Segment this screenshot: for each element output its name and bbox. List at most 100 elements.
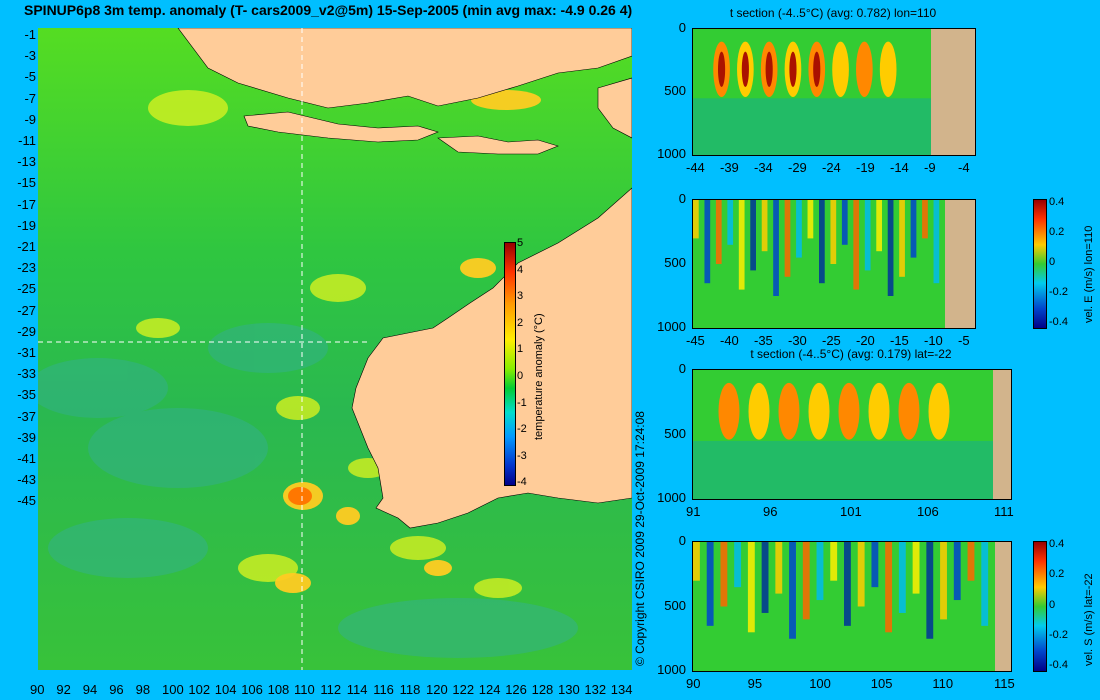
velocity-colorbar-tick: -0.4 [1049, 316, 1068, 328]
lon-tick-label: 114 [346, 682, 368, 697]
lon-tick-label: 108 [267, 682, 290, 697]
lat-tick-label: -5 [24, 69, 36, 85]
colorbar-label: temperature anomaly (°C) [533, 313, 545, 440]
map-canvas [38, 28, 632, 670]
lon-tick-label: 120 [426, 682, 448, 697]
section-plot-3[interactable] [692, 369, 1012, 500]
panel-x-tick: -14 [890, 160, 909, 175]
lon-tick-label: 134 [610, 682, 633, 697]
lat-tick-label: -45 [17, 493, 36, 509]
panel-x-tick: -29 [788, 160, 807, 175]
panel-x-tick: -4 [958, 160, 970, 175]
lon-tick-label: 118 [399, 682, 421, 697]
panel-depth-tick: 1000 [657, 319, 686, 334]
panel-x-tick: 105 [870, 676, 893, 691]
lon-tick-label: 106 [241, 682, 263, 697]
panel-x-tick: -9 [924, 160, 936, 175]
panel-x-tick: 106 [917, 504, 939, 519]
copyright-text: © Copyright CSIRO 2009 29-Oct-2009 17:24… [633, 411, 647, 666]
section-plot-canvas [693, 542, 1011, 671]
panel-x-tick: -5 [958, 333, 970, 348]
main-title: SPINUP6p8 3m temp. anomaly (T- cars2009_… [24, 2, 633, 18]
panel-x-tick: -30 [788, 333, 807, 348]
velocity-colorbar [1033, 199, 1047, 329]
colorbar-tick-label: 2 [517, 316, 524, 329]
panel-x-tick: -45 [686, 333, 705, 348]
panel-x-tick: 100 [809, 676, 831, 691]
velocity-colorbar-tick: 0.2 [1049, 226, 1065, 238]
velocity-colorbar-tick: -0.2 [1049, 628, 1068, 641]
panel-depth-tick: 0 [678, 20, 686, 35]
velocity-colorbar-tick: 0 [1049, 598, 1056, 611]
panel-x-tick: -20 [856, 333, 875, 348]
lon-tick-label: 110 [294, 682, 315, 697]
lon-tick-label: 94 [82, 682, 98, 697]
lon-tick-label: 122 [452, 682, 475, 697]
lat-tick-label: -37 [17, 408, 36, 424]
panel-x-tick: 115 [994, 676, 1015, 691]
panel-depth-tick: 1000 [657, 490, 686, 505]
lat-tick-label: -9 [24, 111, 36, 127]
colorbar-tick-label: 0 [517, 370, 524, 382]
colorbar-tick-label: 5 [517, 237, 524, 249]
section-plot-2[interactable] [692, 199, 976, 329]
lon-tick-label: 92 [56, 682, 71, 697]
colorbar-tick-label: -3 [517, 449, 527, 462]
panel-x-tick: 95 [747, 676, 763, 691]
lat-tick-label: -21 [17, 239, 36, 254]
colorbar-tick-label: 1 [517, 343, 524, 356]
lon-tick-label: 102 [188, 682, 211, 697]
velocity-colorbar-label: vel. S (m/s) lat=-22 [1083, 573, 1095, 666]
panel-x-tick: -24 [822, 160, 841, 175]
lat-tick-label: -41 [17, 451, 36, 466]
panel-depth-tick: 500 [664, 255, 686, 270]
temperature-anomaly-map[interactable] [38, 28, 632, 670]
panel-x-tick: -25 [822, 333, 841, 348]
section-plot-4[interactable] [692, 541, 1012, 672]
colorbar-tick-label: -2 [517, 423, 527, 436]
lon-tick-label: 126 [505, 682, 527, 697]
lon-tick-label: 100 [162, 682, 184, 697]
panel-x-tick: -10 [924, 333, 943, 348]
lat-tick-label: -35 [17, 387, 36, 403]
section-plot-1[interactable] [692, 28, 976, 156]
section-plot-canvas [693, 29, 975, 155]
panel-x-tick: 110 [932, 676, 954, 691]
panel-x-tick: -39 [720, 160, 739, 175]
lat-tick-label: -7 [24, 90, 36, 106]
lon-tick-label: 130 [558, 682, 580, 697]
lat-tick-label: -11 [18, 133, 36, 148]
velocity-colorbar-label: vel. E (m/s) lon=110 [1083, 225, 1095, 323]
lat-tick-label: -1 [24, 27, 36, 42]
panel-x-tick: -19 [856, 160, 875, 175]
colorbar-tick-label: 3 [517, 290, 524, 303]
panel-x-tick: 91 [686, 504, 701, 519]
panel-x-tick: 96 [763, 504, 778, 519]
panel-depth-tick: 0 [678, 361, 686, 376]
velocity-colorbar-tick: 0.4 [1049, 196, 1065, 208]
panel-x-tick: -40 [720, 333, 739, 348]
colorbar-tick-label: 4 [517, 263, 524, 276]
lat-tick-label: -31 [17, 345, 36, 360]
lon-tick-label: 128 [531, 682, 554, 697]
section-plot-canvas [693, 370, 1011, 499]
panel-depth-tick: 500 [664, 597, 686, 613]
lon-tick-label: 116 [373, 682, 394, 697]
panel-title: t section (-4..5°C) (avg: 0.179) lat=-22 [750, 347, 952, 361]
velocity-colorbar-tick: 0.4 [1049, 538, 1065, 550]
panel-x-tick: 90 [686, 676, 701, 691]
lat-tick-label: -25 [17, 281, 36, 297]
panel-depth-tick: 500 [664, 425, 686, 441]
panel-x-tick: -15 [890, 333, 909, 348]
lat-tick-label: -43 [17, 472, 36, 488]
lon-tick-label: 90 [30, 682, 45, 697]
lat-tick-label: -15 [17, 175, 36, 191]
lat-tick-label: -27 [17, 302, 36, 318]
lat-tick-label: -39 [17, 429, 36, 445]
panel-depth-tick: 1000 [657, 662, 686, 677]
velocity-colorbar-tick: -0.2 [1049, 286, 1068, 298]
panel-title: t section (-4..5°C) (avg: 0.782) lon=110 [729, 6, 937, 20]
panel-depth-tick: 1000 [657, 146, 686, 161]
panel-x-tick: -35 [754, 333, 773, 348]
colorbar-tick-label: -1 [517, 396, 527, 409]
